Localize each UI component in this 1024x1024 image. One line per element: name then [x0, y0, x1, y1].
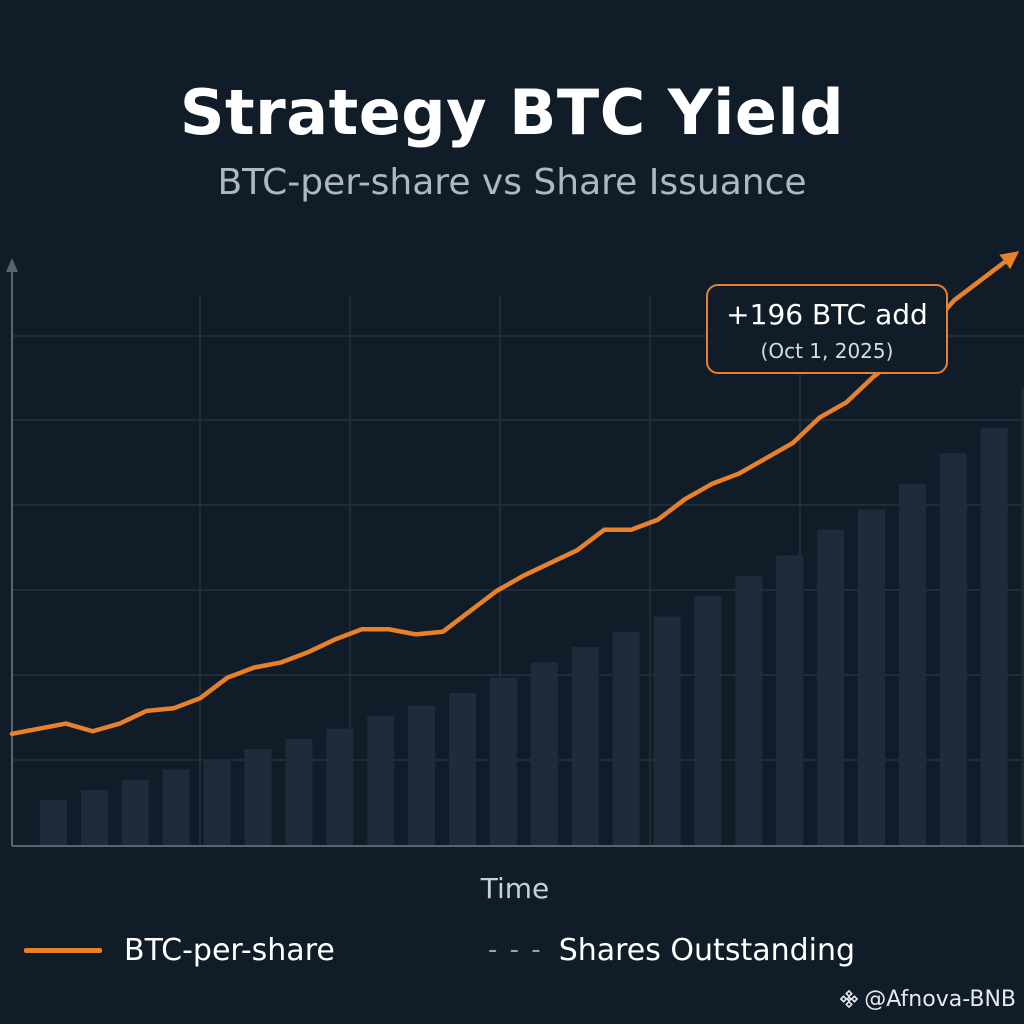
bar-shares-outstanding-22 — [939, 453, 967, 846]
bar-shares-outstanding-20 — [858, 509, 885, 846]
line-layer — [9, 251, 1020, 737]
bar-shares-outstanding-6 — [285, 738, 313, 846]
bar-shares-outstanding-5 — [244, 749, 272, 846]
annotation-text: +196 BTC add — [726, 298, 928, 331]
binance-diamond-icon — [840, 990, 859, 1008]
chart-subtitle: BTC-per-share vs Share Issuance — [217, 162, 807, 203]
bar-shares-outstanding-4 — [203, 759, 231, 846]
bar-shares-outstanding-19 — [817, 529, 845, 846]
line-btc-per-share — [9, 257, 1011, 737]
legend-item-btc-per-share: BTC-per-share — [24, 928, 335, 972]
bar-layer — [40, 387, 1024, 846]
legend-item-shares-outstanding: - - - Shares Outstanding — [488, 928, 855, 972]
annotation-callout: +196 BTC add (Oct 1, 2025) — [706, 284, 948, 374]
line-arrow-head-icon — [999, 251, 1020, 270]
y-axis-arrow-icon — [6, 258, 18, 272]
bar-shares-outstanding-13 — [571, 647, 599, 846]
bar-shares-outstanding-24 — [1021, 387, 1024, 846]
bar-shares-outstanding-17 — [735, 575, 763, 846]
legend-label: BTC-per-share — [124, 932, 335, 968]
bar-shares-outstanding-8 — [367, 715, 395, 846]
bar-shares-outstanding-3 — [162, 769, 190, 846]
legend-label: Shares Outstanding — [558, 932, 856, 968]
legend-dash-swatch: - - - — [488, 935, 543, 965]
legend-line-swatch — [24, 947, 102, 953]
bar-shares-outstanding-15 — [653, 616, 681, 846]
bar-shares-outstanding-10 — [449, 693, 476, 846]
bar-shares-outstanding-2 — [121, 779, 149, 846]
bar-shares-outstanding-23 — [980, 427, 1008, 846]
bar-shares-outstanding-16 — [694, 596, 722, 846]
bar-shares-outstanding-21 — [898, 483, 926, 846]
bar-shares-outstanding-1 — [80, 789, 108, 846]
annotation-subtext: (Oct 1, 2025) — [760, 339, 894, 363]
axis-layer — [6, 258, 1024, 847]
bar-shares-outstanding-11 — [489, 677, 517, 846]
bar-shares-outstanding-0 — [40, 800, 67, 846]
bar-shares-outstanding-9 — [408, 705, 436, 846]
bar-shares-outstanding-14 — [612, 631, 640, 846]
bar-shares-outstanding-12 — [530, 662, 558, 846]
x-axis-label: Time — [480, 872, 550, 905]
bar-shares-outstanding-18 — [776, 555, 804, 846]
chart-title: Strategy BTC Yield — [179, 76, 845, 149]
watermark: @Afnova-BNB — [840, 984, 1016, 1014]
bar-shares-outstanding-7 — [326, 728, 354, 846]
watermark-text: @Afnova-BNB — [864, 986, 1016, 1012]
